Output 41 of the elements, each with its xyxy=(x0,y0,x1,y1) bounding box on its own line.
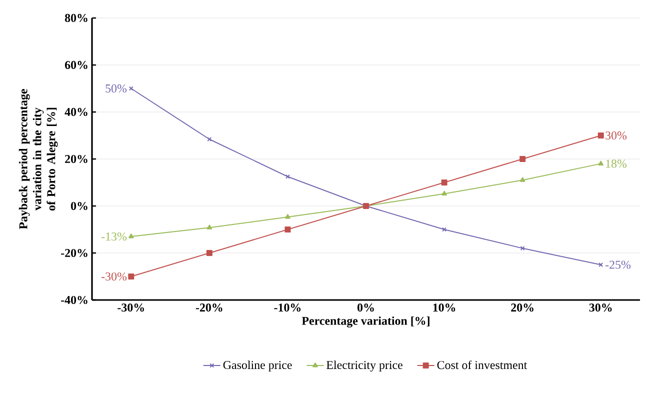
point xyxy=(206,250,212,256)
data-label: -13% xyxy=(102,232,127,241)
y-tick-label: 60% xyxy=(64,60,88,70)
point xyxy=(207,136,212,142)
point xyxy=(128,234,134,238)
point xyxy=(520,246,525,251)
x-axis-title: Percentage variation [%] xyxy=(302,316,430,328)
data-label: 50% xyxy=(106,84,127,93)
x-tick-label: 10% xyxy=(433,304,456,312)
x-tick-label: -20% xyxy=(196,304,222,312)
data-label: -30% xyxy=(102,272,127,281)
y-axis-title: Payback period percentage variation in the city of Porto Alegre [%] xyxy=(18,89,58,230)
data-label: -25% xyxy=(605,260,631,269)
x-tick-label: 30% xyxy=(589,304,612,312)
y-tick-label: 20% xyxy=(65,154,88,164)
point xyxy=(285,214,290,219)
point xyxy=(128,274,134,280)
point xyxy=(442,227,447,232)
point xyxy=(598,160,604,166)
data-label: 30% xyxy=(606,131,627,140)
y-tick-label: -40% xyxy=(61,296,88,304)
point xyxy=(206,224,212,230)
y-tick-label: 40% xyxy=(64,108,88,116)
legend-label: Cost of investment xyxy=(437,360,528,370)
point xyxy=(285,174,290,179)
y-tick-label: 0% xyxy=(71,202,88,210)
x-tick-label: 0% xyxy=(357,304,374,312)
legend-label: Electricity price xyxy=(326,360,402,372)
point xyxy=(441,180,448,186)
x-tick-label: 20% xyxy=(511,304,534,312)
y-tick-label: -20% xyxy=(61,248,88,258)
point xyxy=(598,132,604,138)
x-tick-label: -30% xyxy=(118,304,144,312)
point xyxy=(284,226,291,232)
point xyxy=(520,177,526,182)
point xyxy=(442,190,447,196)
x-tick-label: -10% xyxy=(274,304,301,312)
legend-label: Gasoline price xyxy=(223,360,292,372)
point xyxy=(520,156,526,162)
y-tick-label: 80% xyxy=(64,14,88,22)
data-label: 18% xyxy=(606,160,627,168)
